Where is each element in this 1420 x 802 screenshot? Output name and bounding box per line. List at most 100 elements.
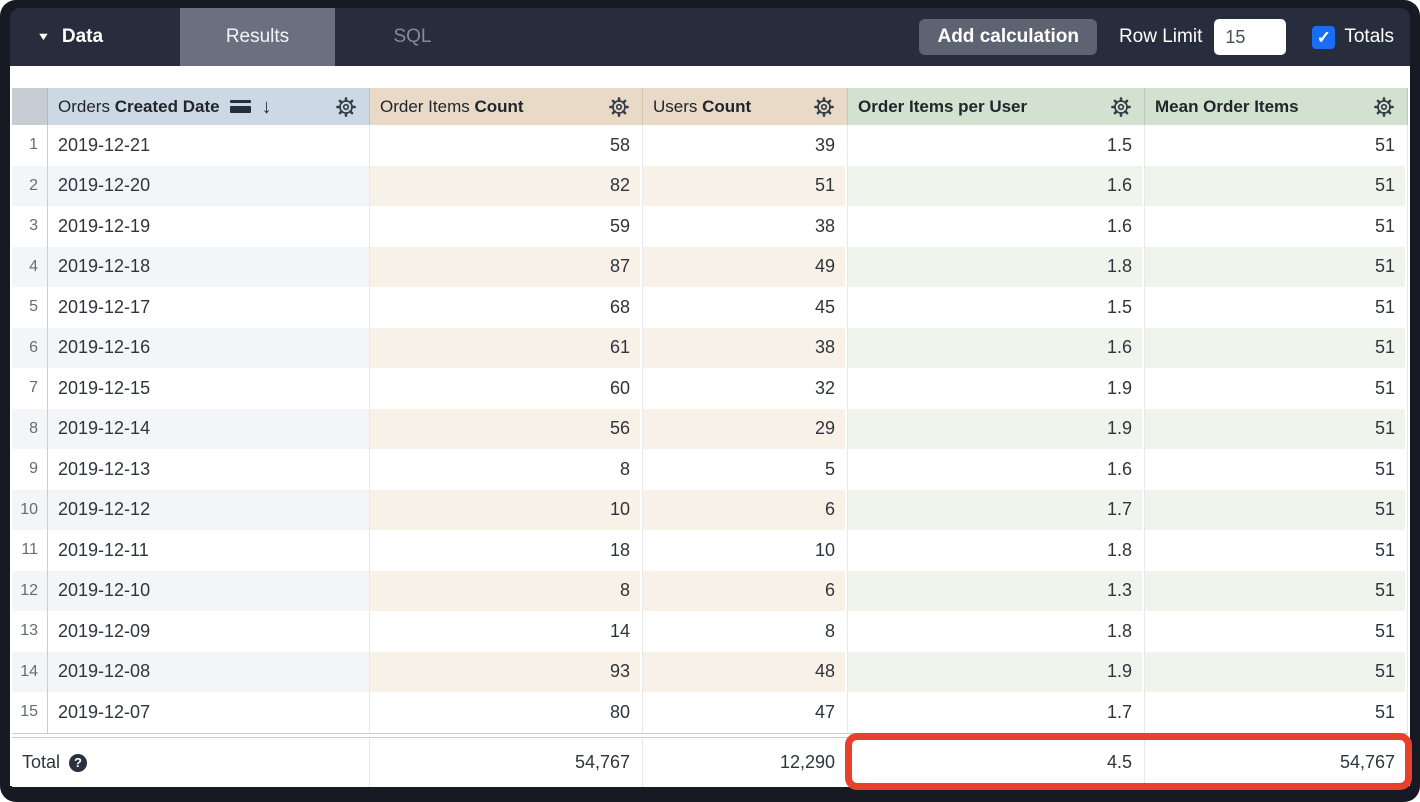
cell-order-items-per-user[interactable]: 1.6 <box>848 206 1145 247</box>
cell-users-count[interactable]: 45 <box>643 287 848 328</box>
column-header-label: Orders Created Date <box>58 96 220 116</box>
cell-order-items-per-user[interactable]: 1.7 <box>848 692 1145 733</box>
column-gear-icon[interactable] <box>1110 96 1132 118</box>
cell-mean-order-items[interactable]: 51 <box>1145 165 1408 207</box>
column-gear-icon[interactable] <box>335 96 357 118</box>
tab-sql[interactable]: SQL <box>393 26 432 47</box>
cell-created-date[interactable]: 2019-12-12 <box>48 489 370 531</box>
cell-users-count[interactable]: 48 <box>643 651 848 693</box>
cell-order-items-count[interactable]: 87 <box>370 246 643 288</box>
cell-order-items-per-user[interactable]: 1.9 <box>848 651 1145 693</box>
cell-users-count[interactable]: 32 <box>643 368 848 409</box>
cell-order-items-per-user[interactable]: 1.9 <box>848 368 1145 409</box>
cell-users-count[interactable]: 38 <box>643 206 848 247</box>
cell-order-items-per-user[interactable]: 1.8 <box>848 530 1145 571</box>
totals-checkbox[interactable]: ✓ <box>1312 25 1336 49</box>
cell-created-date[interactable]: 2019-12-20 <box>48 165 370 207</box>
cell-users-count[interactable]: 10 <box>643 530 848 571</box>
cell-users-count[interactable]: 6 <box>643 570 848 612</box>
cell-created-date[interactable]: 2019-12-08 <box>48 651 370 693</box>
cell-mean-order-items[interactable]: 51 <box>1145 530 1408 571</box>
total-order-items-count[interactable]: 54,767 <box>370 738 643 787</box>
cell-created-date[interactable]: 2019-12-07 <box>48 692 370 733</box>
column-header-mean-order-items[interactable]: Mean Order Items <box>1145 88 1408 125</box>
cell-order-items-count[interactable]: 80 <box>370 692 643 733</box>
column-header-date[interactable]: Orders Created Date ↓ <box>48 88 370 125</box>
column-header-order-items-count[interactable]: Order Items Count <box>370 88 643 125</box>
cell-created-date[interactable]: 2019-12-18 <box>48 246 370 288</box>
cell-order-items-per-user[interactable]: 1.8 <box>848 611 1145 652</box>
help-icon[interactable]: ? <box>69 753 88 772</box>
cell-users-count[interactable]: 5 <box>643 449 848 490</box>
cell-users-count[interactable]: 47 <box>643 692 848 733</box>
cell-users-count[interactable]: 8 <box>643 611 848 652</box>
cell-users-count[interactable]: 51 <box>643 165 848 207</box>
cell-users-count[interactable]: 39 <box>643 125 848 166</box>
cell-created-date[interactable]: 2019-12-10 <box>48 570 370 612</box>
column-gear-icon[interactable] <box>608 96 630 118</box>
cell-mean-order-items[interactable]: 51 <box>1145 246 1408 288</box>
cell-order-items-per-user[interactable]: 1.3 <box>848 570 1145 612</box>
cell-order-items-per-user[interactable]: 1.8 <box>848 246 1145 288</box>
cell-users-count[interactable]: 6 <box>643 489 848 531</box>
cell-mean-order-items[interactable]: 51 <box>1145 489 1408 531</box>
cell-created-date[interactable]: 2019-12-16 <box>48 327 370 369</box>
cell-users-count[interactable]: 49 <box>643 246 848 288</box>
cell-mean-order-items[interactable]: 51 <box>1145 287 1408 328</box>
cell-order-items-count[interactable]: 60 <box>370 368 643 409</box>
cell-created-date[interactable]: 2019-12-14 <box>48 408 370 450</box>
cell-order-items-count[interactable]: 58 <box>370 125 643 166</box>
cell-order-items-count[interactable]: 10 <box>370 489 643 531</box>
total-order-items-per-user[interactable]: 4.5 <box>848 738 1145 787</box>
cell-order-items-count[interactable]: 68 <box>370 287 643 328</box>
cell-mean-order-items[interactable]: 51 <box>1145 692 1408 733</box>
cell-created-date[interactable]: 2019-12-17 <box>48 287 370 328</box>
cell-order-items-per-user[interactable]: 1.6 <box>848 449 1145 490</box>
cell-order-items-count[interactable]: 93 <box>370 651 643 693</box>
total-mean-order-items[interactable]: 54,767 <box>1145 738 1408 787</box>
cell-mean-order-items[interactable]: 51 <box>1145 651 1408 693</box>
column-header-order-items-per-user[interactable]: Order Items per User <box>848 88 1145 125</box>
cell-order-items-per-user[interactable]: 1.7 <box>848 489 1145 531</box>
cell-created-date[interactable]: 2019-12-21 <box>48 125 370 166</box>
cell-mean-order-items[interactable]: 51 <box>1145 570 1408 612</box>
cell-order-items-per-user[interactable]: 1.9 <box>848 408 1145 450</box>
cell-order-items-per-user[interactable]: 1.6 <box>848 165 1145 207</box>
total-users-count[interactable]: 12,290 <box>643 738 848 787</box>
sort-descending-arrow-icon[interactable]: ↓ <box>261 95 272 118</box>
row-limit-input[interactable] <box>1214 19 1287 55</box>
cell-mean-order-items[interactable]: 51 <box>1145 408 1408 450</box>
cell-created-date[interactable]: 2019-12-11 <box>48 530 370 571</box>
cell-order-items-count[interactable]: 14 <box>370 611 643 652</box>
tab-results[interactable]: Results <box>180 8 335 66</box>
table-row: 9 2019-12-13 8 5 1.6 51 <box>12 449 1408 490</box>
cell-order-items-count[interactable]: 59 <box>370 206 643 247</box>
cell-users-count[interactable]: 29 <box>643 408 848 450</box>
cell-order-items-per-user[interactable]: 1.5 <box>848 287 1145 328</box>
cell-mean-order-items[interactable]: 51 <box>1145 611 1408 652</box>
column-gear-icon[interactable] <box>1373 96 1395 118</box>
cell-order-items-count[interactable]: 8 <box>370 570 643 612</box>
cell-order-items-count[interactable]: 18 <box>370 530 643 571</box>
cell-mean-order-items[interactable]: 51 <box>1145 125 1408 166</box>
cell-created-date[interactable]: 2019-12-19 <box>48 206 370 247</box>
cell-order-items-count[interactable]: 56 <box>370 408 643 450</box>
cell-order-items-per-user[interactable]: 1.5 <box>848 125 1145 166</box>
cell-mean-order-items[interactable]: 51 <box>1145 368 1408 409</box>
column-header-users-count[interactable]: Users Count <box>643 88 848 125</box>
cell-created-date[interactable]: 2019-12-15 <box>48 368 370 409</box>
cell-order-items-count[interactable]: 8 <box>370 449 643 490</box>
stacked-bars-icon[interactable] <box>229 100 251 113</box>
cell-order-items-per-user[interactable]: 1.6 <box>848 327 1145 369</box>
cell-order-items-count[interactable]: 61 <box>370 327 643 369</box>
tab-data[interactable]: ▼ Data <box>10 8 180 66</box>
add-calculation-button[interactable]: Add calculation <box>919 19 1097 55</box>
cell-users-count[interactable]: 38 <box>643 327 848 369</box>
column-gear-icon[interactable] <box>813 96 835 118</box>
cell-mean-order-items[interactable]: 51 <box>1145 327 1408 369</box>
cell-mean-order-items[interactable]: 51 <box>1145 206 1408 247</box>
cell-created-date[interactable]: 2019-12-09 <box>48 611 370 652</box>
cell-created-date[interactable]: 2019-12-13 <box>48 449 370 490</box>
cell-mean-order-items[interactable]: 51 <box>1145 449 1408 490</box>
cell-order-items-count[interactable]: 82 <box>370 165 643 207</box>
